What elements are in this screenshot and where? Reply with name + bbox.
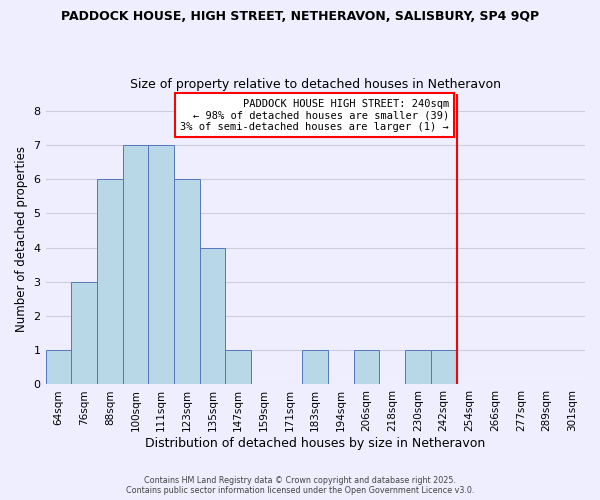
- Bar: [200, 248, 226, 384]
- Title: Size of property relative to detached houses in Netheravon: Size of property relative to detached ho…: [130, 78, 501, 91]
- Bar: [431, 350, 457, 384]
- Bar: [71, 282, 97, 384]
- Bar: [46, 350, 71, 384]
- Bar: [354, 350, 379, 384]
- Text: PADDOCK HOUSE HIGH STREET: 240sqm
← 98% of detached houses are smaller (39)
3% o: PADDOCK HOUSE HIGH STREET: 240sqm ← 98% …: [180, 98, 449, 132]
- Bar: [174, 179, 200, 384]
- Text: Contains HM Land Registry data © Crown copyright and database right 2025.
Contai: Contains HM Land Registry data © Crown c…: [126, 476, 474, 495]
- Bar: [226, 350, 251, 384]
- Bar: [122, 145, 148, 384]
- X-axis label: Distribution of detached houses by size in Netheravon: Distribution of detached houses by size …: [145, 437, 485, 450]
- Bar: [148, 145, 174, 384]
- Bar: [302, 350, 328, 384]
- Text: PADDOCK HOUSE, HIGH STREET, NETHERAVON, SALISBURY, SP4 9QP: PADDOCK HOUSE, HIGH STREET, NETHERAVON, …: [61, 10, 539, 23]
- Y-axis label: Number of detached properties: Number of detached properties: [15, 146, 28, 332]
- Bar: [405, 350, 431, 384]
- Bar: [97, 179, 122, 384]
